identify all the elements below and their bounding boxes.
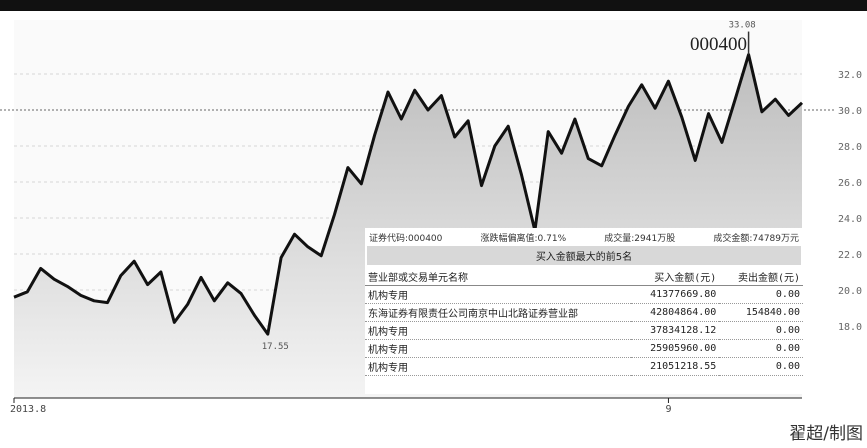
table-row: 机构专用 25905960.00 0.00 [365,339,803,358]
panel-header: 证券代码:000400 涨跌幅偏离值:0.71% 成交量:2941万股 成交金额… [365,228,803,246]
credit-label: 翟超/制图 [789,424,863,444]
table-row: 机构专用 21051218.55 0.00 [365,357,803,376]
price-annotation: 33.08 [729,21,756,31]
y-tick-label: 26.0 [838,178,862,189]
stock-code-label: 000400 [690,34,747,55]
x-tick-label: 2013.8 [10,404,46,415]
x-tick-label: 9 [665,404,671,415]
deviation-text: 涨跌幅偏离值:0.71% [480,234,567,244]
top-border-bar [0,0,867,11]
row-buy: 42804864.00 [630,303,720,322]
stock-code-text: 证券代码:000400 [369,234,443,244]
y-tick-label: 24.0 [838,214,862,225]
row-name: 机构专用 [365,321,631,340]
y-tick-label: 18.0 [838,322,862,333]
price-line [13,53,804,336]
price-annotation: 17.55 [262,342,289,352]
row-sell: 0.00 [719,285,803,304]
table-header-row: 营业部或交易单元名称 买入金额(元) 卖出金额(元) [365,268,803,286]
column-header-buy: 买入金额(元) [630,268,720,286]
table-row: 机构专用 41377669.80 0.00 [365,285,803,304]
table-row: 机构专用 37834128.12 0.00 [365,321,803,340]
row-name: 机构专用 [365,285,631,304]
row-name: 东海证券有限责任公司南京中山北路证券营业部 [365,303,631,322]
row-sell: 0.00 [719,339,803,358]
row-buy: 37834128.12 [630,321,720,340]
panel-title: 买入金额最大的前5名 [367,246,801,265]
table-row: 东海证券有限责任公司南京中山北路证券营业部 42804864.00 154840… [365,303,803,322]
y-tick-label: 20.0 [838,286,862,297]
row-buy: 41377669.80 [630,285,720,304]
row-name: 机构专用 [365,339,631,358]
column-header-name: 营业部或交易单元名称 [365,268,631,286]
top-buyers-table: 营业部或交易单元名称 买入金额(元) 卖出金额(元) 机构专用 41377669… [365,268,803,376]
row-buy: 21051218.55 [630,357,720,376]
y-tick-label: 30.0 [838,106,862,117]
row-buy: 25905960.00 [630,339,720,358]
y-axis-labels: 32.0 30.0 28.0 26.0 24.0 22.0 20.0 18.0 [838,70,862,333]
y-tick-label: 22.0 [838,250,862,261]
y-tick-label: 28.0 [838,142,862,153]
turnover-text: 成交金额:74789万元 [713,234,799,244]
y-tick-label: 32.0 [838,70,862,81]
row-sell: 0.00 [719,321,803,340]
column-header-sell: 卖出金额(元) [719,268,803,286]
x-axis-labels: 2013.8 9 [10,398,671,415]
trading-data-panel: 证券代码:000400 涨跌幅偏离值:0.71% 成交量:2941万股 成交金额… [365,228,803,394]
volume-text: 成交量:2941万股 [604,234,676,244]
row-sell: 154840.00 [719,303,803,322]
row-sell: 0.00 [719,357,803,376]
row-name: 机构专用 [365,357,631,376]
price-annotations: 17.55 33.08 [262,21,756,353]
